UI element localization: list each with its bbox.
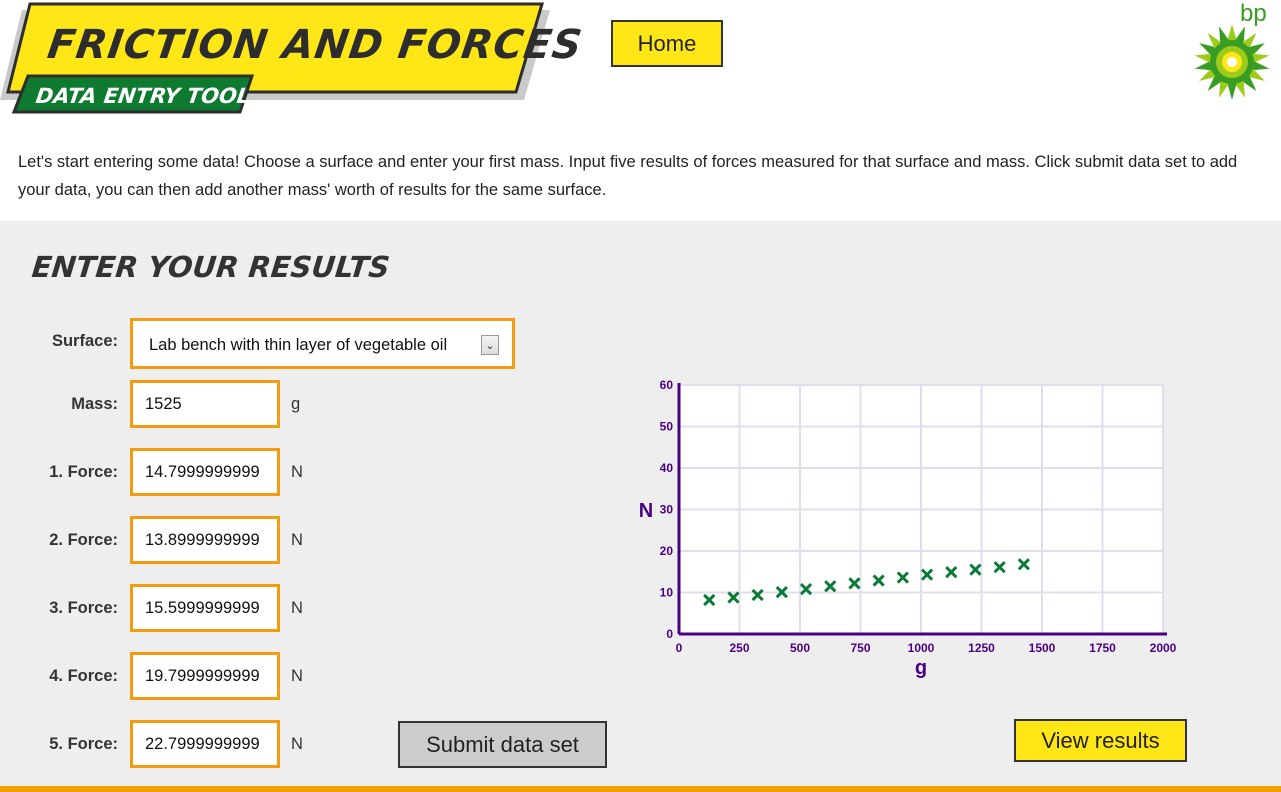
force-3-input[interactable]: [130, 584, 280, 632]
force-2-input[interactable]: [130, 516, 280, 564]
data-point: [751, 588, 764, 602]
x-tick-label: 1250: [968, 641, 995, 655]
data-point: [993, 561, 1006, 574]
home-button[interactable]: Home: [611, 20, 723, 67]
force-3-unit: N: [291, 599, 303, 617]
x-tick-label: 500: [790, 641, 810, 655]
force-3-label: 3. Force:: [49, 599, 118, 617]
data-point: [945, 566, 958, 579]
y-tick-label: 20: [660, 544, 674, 558]
x-tick-label: 250: [729, 641, 749, 655]
chevron-down-icon[interactable]: ⌄: [481, 335, 499, 355]
y-tick-label: 40: [660, 461, 674, 475]
data-point: [703, 593, 716, 607]
data-point: [799, 583, 813, 596]
intro-text: Let's start entering some data! Choose a…: [18, 153, 1238, 199]
y-tick-label: 60: [660, 378, 674, 392]
force-1-label: 1. Force:: [49, 463, 118, 481]
data-point: [969, 563, 982, 576]
x-tick-label: 1000: [908, 641, 935, 655]
mass-unit: g: [291, 395, 301, 413]
x-tick-label: 1750: [1089, 641, 1116, 655]
data-point: [920, 568, 934, 581]
force-5-input[interactable]: [130, 720, 280, 768]
submit-data-set-button[interactable]: Submit data set: [398, 721, 607, 768]
app-subtitle: DATA ENTRY TOOL: [34, 84, 253, 108]
surface-select-value: Lab bench with thin layer of vegetable o…: [149, 336, 448, 354]
mass-input[interactable]: [130, 380, 280, 428]
data-point: [727, 591, 740, 604]
force-5-unit: N: [291, 735, 303, 753]
header-banner: FRICTION AND FORCES DATA ENTRY TOOL: [0, 0, 585, 120]
data-point: [872, 574, 885, 587]
footer-bar: [0, 786, 1281, 792]
x-tick-label: 1500: [1029, 641, 1056, 655]
y-tick-label: 10: [660, 586, 674, 600]
app-title: FRICTION AND FORCES: [44, 22, 586, 68]
x-tick-label: 2000: [1150, 641, 1177, 655]
y-tick-label: 30: [660, 503, 674, 517]
force-4-label: 4. Force:: [49, 667, 118, 685]
data-point: [896, 571, 909, 584]
x-tick-label: 0: [676, 641, 683, 655]
banner-graphic: [0, 2, 550, 114]
y-tick-label: 50: [660, 420, 674, 434]
force-4-unit: N: [291, 667, 303, 685]
bp-helios-logo-icon: [1194, 24, 1270, 100]
bp-logo-text: bp: [1240, 0, 1267, 27]
force-4-input[interactable]: [130, 652, 280, 700]
y-axis-title: N: [639, 500, 653, 522]
view-results-button[interactable]: View results: [1014, 719, 1187, 762]
data-point: [1017, 558, 1030, 571]
data-point: [824, 580, 837, 593]
x-axis-title: g: [915, 657, 927, 679]
data-point: [848, 577, 861, 590]
y-tick-label: 0: [666, 627, 673, 641]
force-1-unit: N: [291, 463, 303, 481]
x-tick-label: 750: [850, 641, 870, 655]
mass-label: Mass:: [71, 395, 118, 413]
data-point: [775, 585, 788, 599]
surface-select[interactable]: Lab bench with thin layer of vegetable o…: [130, 318, 515, 369]
force-5-label: 5. Force:: [49, 735, 118, 753]
results-chart: 0 250 500 750 1000 1250 1500 1750 2000 0 10 20 30 40 5…: [639, 378, 1177, 679]
force-2-label: 2. Force:: [49, 531, 118, 549]
force-1-input[interactable]: [130, 448, 280, 496]
results-heading: ENTER YOUR RESULTS: [30, 250, 392, 284]
surface-label: Surface:: [51, 332, 118, 350]
force-2-unit: N: [291, 531, 303, 549]
